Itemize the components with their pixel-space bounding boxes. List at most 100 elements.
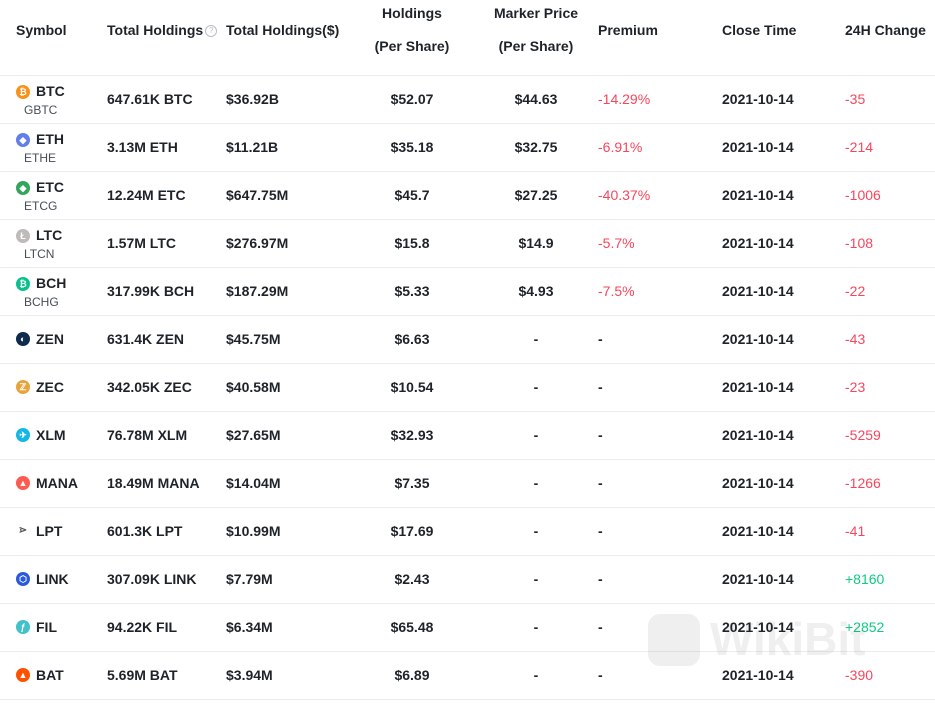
change-24h-cell: -1266 [845,475,881,491]
market-price-cell: - [533,331,539,347]
total-holdings-usd-cell: $6.34M [226,619,273,635]
table-header: Symbol Total Holdings? Total Holdings($)… [0,0,935,76]
holdings-per-share-cell: $15.8 [394,235,430,251]
symbol-name: MANA [36,475,78,491]
symbol-name: LTC [36,227,63,243]
symbol-name: ZEC [36,379,64,395]
change-24h-cell: -41 [845,523,866,539]
table-row[interactable]: ✈ XLM 76.78M XLM $27.65M $32.93 - - 2021-10-14 -… [0,412,935,460]
col-holdings-label: Holdings [382,5,442,21]
holdings-per-share-cell: $6.89 [394,667,430,683]
table-row[interactable]: Ł LTC LTCN 1.57M LTC $276.97M $15.8 $14.9 -5.7%… [0,220,935,268]
symbol-name: FIL [36,619,57,635]
close-time-cell: 2021-10-14 [722,187,794,203]
premium-cell: - [598,379,603,395]
table-row[interactable]: ◆ ETH ETHE 3.13M ETH $11.21B $35.18 $32.75 -6.9… [0,124,935,172]
table-row[interactable]: ₿ BTC GBTC 647.61K BTC $36.92B $52.07 $44.63 -1… [0,76,935,124]
market-price-cell: - [533,619,539,635]
premium-cell: - [598,331,603,347]
total-holdings-cell: 647.61K BTC [107,91,193,107]
change-24h-cell: -390 [845,667,874,683]
watermark-text: WikiBit [710,613,866,665]
close-time-cell: 2021-10-14 [722,283,794,299]
holdings-per-share-cell: $6.63 [394,331,430,347]
premium-cell: -14.29% [598,91,651,107]
market-price-cell: - [533,571,539,587]
bitcoin-cash-icon: ₿ [16,277,30,291]
litecoin-icon: Ł [16,229,30,243]
help-icon[interactable]: ? [205,25,218,38]
premium-cell: - [598,427,603,443]
close-time-cell: 2021-10-14 [722,571,794,587]
col-symbol[interactable]: Symbol [16,22,67,38]
table-row[interactable]: ◐ ZEN 631.4K ZEN $45.75M $6.63 - - 2021-10-14 -4… [0,316,935,364]
total-holdings-cell: 1.57M LTC [107,235,176,251]
col-total-holdings[interactable]: Total Holdings? [107,22,218,38]
zcash-icon: ℤ [16,380,30,394]
col-market-price[interactable]: Marker Price (Per Share) [490,5,582,54]
change-24h-cell: -23 [845,379,866,395]
table-row[interactable]: ▲ BAT 5.69M BAT $3.94M $6.89 - - 2021-10-14 -390 [0,652,935,700]
close-time-cell: 2021-10-14 [722,523,794,539]
table-row[interactable]: ▲ MANA 18.49M MANA $14.04M $7.35 - - 2021-10-14… [0,460,935,508]
close-time-cell: 2021-10-14 [722,235,794,251]
stellar-icon: ✈ [16,428,30,442]
premium-cell: - [598,619,603,635]
total-holdings-usd-cell: $27.65M [226,427,281,443]
watermark: WikiBit [648,610,918,670]
col-market-label: Marker Price [493,5,579,21]
col-total-holdings-usd[interactable]: Total Holdings($) [226,22,340,38]
holdings-per-share-cell: $10.54 [390,379,434,395]
premium-cell: - [598,571,603,587]
holdings-per-share-cell: $2.43 [394,571,430,587]
holdings-per-share-cell: $52.07 [390,91,434,107]
premium-cell: - [598,667,603,683]
table-row[interactable]: ⬡ LINK 307.09K LINK $7.79M $2.43 - - 2021-10-14… [0,556,935,604]
col-24h-change[interactable]: 24H Change [845,22,926,38]
premium-cell: - [598,523,603,539]
trust-ticker: ETCG [24,199,58,213]
holdings-per-share-cell: $7.35 [394,475,430,491]
total-holdings-cell: 342.05K ZEC [107,379,192,395]
total-holdings-cell: 631.4K ZEN [107,331,185,347]
col-close-time[interactable]: Close Time [722,22,797,38]
col-premium[interactable]: Premium [598,22,658,38]
total-holdings-cell: 94.22K FIL [107,619,178,635]
table-row[interactable]: ⋗ LPT 601.3K LPT $10.99M $17.69 - - 2021-10-14 -… [0,508,935,556]
total-holdings-usd-cell: $45.75M [226,331,281,347]
symbol-name: LINK [36,571,69,587]
table-body: ₿ BTC GBTC 647.61K BTC $36.92B $52.07 $44.63 -1… [0,76,935,700]
table-row[interactable]: ƒ FIL 94.22K FIL $6.34M $65.48 - - 2021-10-14 +2… [0,604,935,652]
change-24h-cell: -5259 [845,427,881,443]
symbol-name: XLM [36,427,66,443]
trust-ticker: LTCN [24,247,55,261]
total-holdings-cell: 317.99K BCH [107,283,195,299]
close-time-cell: 2021-10-14 [722,427,794,443]
total-holdings-usd-cell: $187.29M [226,283,289,299]
bitcoin-icon: ₿ [16,85,30,99]
market-price-cell: $44.63 [514,91,558,107]
premium-cell: -40.37% [598,187,651,203]
table-row[interactable]: ₿ BCH BCHG 317.99K BCH $187.29M $5.33 $4.93 -7.… [0,268,935,316]
holdings-per-share-cell: $35.18 [390,139,434,155]
symbol-name: LPT [36,523,63,539]
close-time-cell: 2021-10-14 [722,331,794,347]
symbol-name: ETH [36,131,64,147]
table-row[interactable]: ℤ ZEC 342.05K ZEC $40.58M $10.54 - - 2021-10-14… [0,364,935,412]
close-time-cell: 2021-10-14 [722,667,794,683]
close-time-cell: 2021-10-14 [722,619,794,635]
total-holdings-usd-cell: $40.58M [226,379,281,395]
horizen-icon: ◐ [16,332,30,346]
close-time-cell: 2021-10-14 [722,379,794,395]
market-price-cell: $4.93 [518,283,554,299]
total-holdings-usd-cell: $7.79M [226,571,273,587]
table-row[interactable]: ◆ ETC ETCG 12.24M ETC $647.75M $45.7 $27.25 -40… [0,172,935,220]
total-holdings-usd-cell: $14.04M [226,475,281,491]
col-holdings-per-share[interactable]: Holdings (Per Share) [370,5,454,54]
change-24h-cell: -43 [845,331,866,347]
trust-ticker: GBTC [24,103,58,117]
close-time-cell: 2021-10-14 [722,475,794,491]
premium-cell: -5.7% [598,235,635,251]
market-price-cell: $14.9 [518,235,554,251]
